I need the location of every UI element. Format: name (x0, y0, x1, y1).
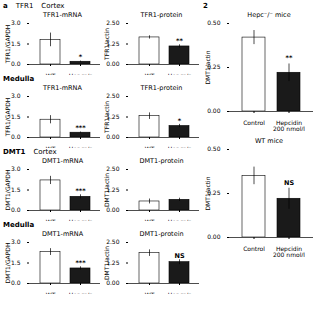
svg-text:Hepc⁻/⁻: Hepc⁻/⁻ (69, 145, 93, 148)
svg-text:WT: WT (145, 218, 155, 221)
svg-text:0.50: 0.50 (207, 145, 221, 152)
html-text:TFR1-protein: TFR1-protein (140, 11, 183, 19)
svg-text:Control: Control (243, 245, 265, 252)
svg-text:1.5: 1.5 (11, 259, 21, 266)
svg-text:Hepcidin200 nmol/l: Hepcidin200 nmol/l (273, 119, 305, 131)
svg-text:3.0: 3.0 (11, 19, 21, 26)
svg-text:2.50: 2.50 (106, 19, 120, 26)
svg-text:WT: WT (46, 218, 56, 221)
svg-text:0.25: 0.25 (207, 63, 221, 71)
svg-text:1.25: 1.25 (106, 112, 120, 120)
html-text:Cortex: Cortex (41, 2, 65, 10)
svg-text:0.00: 0.00 (106, 206, 120, 214)
svg-text:0.0: 0.0 (11, 206, 21, 213)
svg-text:3.0: 3.0 (11, 165, 21, 172)
svg-text:Hepc⁻/⁻: Hepc⁻/⁻ (168, 218, 192, 221)
svg-text:Hepcidin200 nmol/l: Hepcidin200 nmol/l (273, 245, 305, 257)
svg-text:0.0: 0.0 (11, 60, 21, 67)
html-text:DMT1-protein: DMT1-protein (139, 157, 184, 165)
html-text:TFR1-mRNA: TFR1-mRNA (43, 11, 82, 19)
html-text:TFR1: TFR1 (15, 2, 34, 10)
html-text:TFR1-protein: TFR1-protein (140, 84, 183, 92)
svg-text:Hepc⁻/⁻: Hepc⁻/⁻ (168, 291, 192, 294)
svg-text:0.00: 0.00 (106, 133, 120, 140)
svg-text:TFR1/GAPDH: TFR1/GAPDH (4, 98, 11, 138)
svg-text:DMT1/GAPDH: DMT1/GAPDH (4, 170, 11, 211)
svg-text:2.50: 2.50 (106, 238, 120, 245)
svg-text:**: ** (286, 54, 293, 62)
html-text:DMT1-mRNA: DMT1-mRNA (41, 157, 84, 165)
svg-text:WT: WT (46, 145, 56, 148)
svg-text:0.00: 0.00 (106, 279, 120, 287)
svg-text:1.25: 1.25 (106, 39, 120, 47)
svg-text:***: *** (75, 187, 86, 195)
svg-text:Control: Control (243, 119, 265, 126)
html-text:a: a (3, 2, 8, 10)
svg-text:TFR1/GAPDH: TFR1/GAPDH (4, 25, 11, 65)
svg-text:DMT1/actin: DMT1/actin (103, 173, 110, 207)
html-text:WT mice: WT mice (254, 137, 284, 145)
svg-text:*: * (79, 53, 83, 61)
svg-text:3.0: 3.0 (11, 238, 21, 245)
svg-text:DMT1/actin: DMT1/actin (204, 176, 211, 210)
svg-text:*: * (178, 117, 182, 125)
svg-text:***: *** (75, 124, 86, 132)
svg-text:DMT1/actin: DMT1/actin (204, 50, 211, 84)
html-text:TFR1-mRNA: TFR1-mRNA (43, 84, 82, 92)
svg-text:3.0: 3.0 (11, 92, 21, 99)
svg-text:0.00: 0.00 (207, 233, 221, 240)
svg-text:1.5: 1.5 (11, 186, 21, 193)
html-text:Hepc⁻/⁻ mice: Hepc⁻/⁻ mice (247, 11, 291, 19)
html-text:Medulla: Medulla (3, 221, 35, 229)
svg-text:1.25: 1.25 (106, 258, 120, 266)
svg-text:WT: WT (145, 145, 155, 148)
svg-text:1.5: 1.5 (11, 40, 21, 47)
svg-text:0.0: 0.0 (11, 133, 21, 140)
svg-text:Hepc⁻/⁻: Hepc⁻/⁻ (168, 72, 192, 75)
html-text:Cortex: Cortex (33, 148, 57, 156)
html-text:DMT1-mRNA: DMT1-mRNA (41, 230, 84, 238)
svg-text:0.00: 0.00 (106, 60, 120, 67)
svg-text:***: *** (75, 259, 86, 267)
svg-text:TFR1/actin: TFR1/actin (103, 28, 110, 61)
svg-text:0.00: 0.00 (207, 107, 221, 114)
svg-text:DMT1/GAPDH: DMT1/GAPDH (4, 243, 11, 284)
svg-text:0.25: 0.25 (207, 189, 221, 197)
svg-text:DMT1/actin: DMT1/actin (103, 246, 110, 280)
svg-text:Hepc⁻/⁻: Hepc⁻/⁻ (69, 218, 93, 221)
svg-text:Hepc⁻/⁻: Hepc⁻/⁻ (69, 72, 93, 75)
svg-text:2.50: 2.50 (106, 92, 120, 99)
svg-text:WT: WT (145, 72, 155, 75)
svg-text:0.0: 0.0 (11, 279, 21, 286)
svg-text:WT: WT (46, 72, 56, 75)
svg-text:0.50: 0.50 (207, 19, 221, 26)
svg-text:1.25: 1.25 (106, 185, 120, 193)
svg-text:Hepc⁻/⁻: Hepc⁻/⁻ (168, 145, 192, 148)
svg-text:TFR1/actin: TFR1/actin (103, 101, 110, 134)
html-text:DMT1: DMT1 (3, 148, 26, 156)
svg-text:2.50: 2.50 (106, 165, 120, 172)
svg-text:**: ** (176, 37, 183, 45)
svg-text:NS: NS (284, 179, 294, 187)
svg-text:WT: WT (145, 291, 155, 294)
html-text:DMT1-protein: DMT1-protein (139, 230, 184, 238)
svg-text:WT: WT (46, 291, 56, 294)
html-text:Medulla: Medulla (3, 75, 35, 83)
svg-text:Hepc⁻/⁻: Hepc⁻/⁻ (69, 291, 93, 294)
svg-text:NS: NS (174, 252, 184, 260)
svg-text:1.5: 1.5 (11, 113, 21, 120)
html-text:2: 2 (203, 2, 208, 10)
